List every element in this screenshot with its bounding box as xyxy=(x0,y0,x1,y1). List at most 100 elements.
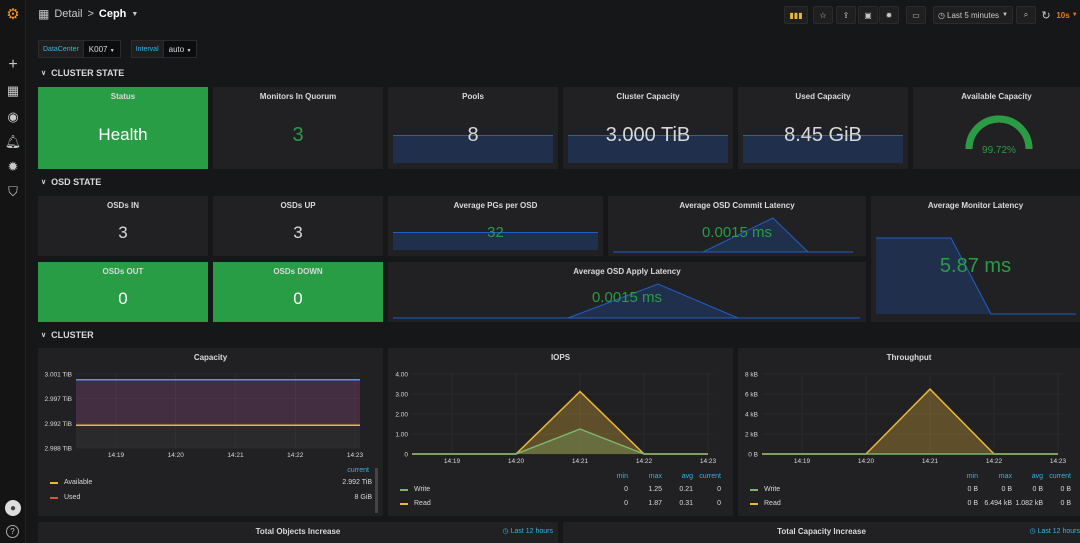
dashboards-icon[interactable]: ▦ xyxy=(6,83,20,98)
legend-column-header[interactable]: current xyxy=(1049,473,1071,480)
panel-osds-out[interactable]: OSDs OUT 0 xyxy=(38,262,208,322)
legend-scrollbar[interactable] xyxy=(375,468,378,513)
panel-title: Average Monitor Latency xyxy=(927,201,1024,210)
navbar: ▦ Detail > Ceph ▼ ▮▮▮ ☆ ⇪ ▣ ✹ ▭ ◷ Last 5… xyxy=(26,0,1080,30)
legend-current: 8 GiB xyxy=(354,494,372,501)
shield-icon[interactable]: ⛉ xyxy=(8,184,18,199)
time-picker-button[interactable]: ◷ Last 5 minutes ▼ xyxy=(933,6,1013,24)
plus-icon[interactable]: + xyxy=(8,56,18,73)
avatar[interactable]: ● xyxy=(5,500,21,516)
explore-icon[interactable]: ◉ xyxy=(7,109,19,124)
clock-icon: ◷ xyxy=(938,10,945,20)
panel-total-objects[interactable]: Total Objects Increase ◷ Last 12 hours xyxy=(38,522,558,543)
settings-button[interactable]: ✹ xyxy=(879,6,899,24)
legend-item[interactable]: Available 2.992 TiB xyxy=(50,479,372,486)
legend-column-header[interactable]: max xyxy=(998,473,1012,480)
legend-column-header[interactable]: avg xyxy=(681,473,693,480)
panel-iops-graph[interactable]: IOPS 4.00 3.00 2.00 1.00 0 14:19 14:20 14:21 14:… xyxy=(388,348,733,516)
y-tick-label: 6 kB xyxy=(745,392,758,399)
refresh-interval-label: 10s xyxy=(1056,10,1070,20)
legend-value-avg: 1.082 kB xyxy=(1015,500,1043,507)
gauge-value: 99.72% xyxy=(982,145,1016,156)
legend-item[interactable]: Write xyxy=(400,486,430,493)
legend-column-header[interactable]: min xyxy=(616,473,628,480)
legend-item[interactable]: Read xyxy=(750,500,781,507)
y-tick-label: 3.00 xyxy=(395,392,408,399)
dashboard-title[interactable]: Ceph xyxy=(98,8,127,20)
panel-title: Capacity xyxy=(193,353,228,362)
stat-value: 3 xyxy=(292,124,304,146)
legend-item[interactable]: Read xyxy=(400,500,431,507)
stat-value: Health xyxy=(98,125,148,144)
zoom-out-button[interactable]: ⌕ xyxy=(1016,6,1036,24)
panel-title: Average OSD Apply Latency xyxy=(573,267,681,276)
panel-status[interactable]: Status Health xyxy=(38,87,208,169)
refresh-button[interactable]: ↻ xyxy=(1038,6,1054,24)
legend-current: 2.992 TiB xyxy=(342,479,372,486)
x-tick-label: 14:22 xyxy=(986,458,1003,465)
time-override: ◷ Last 12 hours xyxy=(1029,528,1080,535)
chevron-down-icon[interactable]: ▼ xyxy=(131,10,139,18)
y-tick-label: 3.001 TiB xyxy=(45,372,72,379)
y-tick-label: 2.988 TiB xyxy=(45,446,72,453)
legend-value-max: 1.25 xyxy=(648,486,662,493)
legend-item[interactable]: Used 8 GiB xyxy=(50,494,372,501)
panel-apply-latency[interactable]: Average OSD Apply Latency 0.0015 ms xyxy=(388,262,866,322)
bell-icon[interactable]: 🔔︎ xyxy=(4,134,22,149)
apps-icon: ▦ xyxy=(38,7,50,21)
save-button[interactable]: ▣ xyxy=(858,6,878,24)
panel-throughput-graph[interactable]: Throughput 8 kB 6 kB 4 kB 2 kB 0 B 14:19 14:20… xyxy=(738,348,1080,516)
panel-pools[interactable]: Pools 8 xyxy=(388,87,558,169)
panel-title: Monitors In Quorum xyxy=(259,92,337,101)
panel-avg-pgs[interactable]: Average PGs per OSD 32 xyxy=(388,196,603,256)
legend-column-header[interactable]: current xyxy=(699,473,721,480)
breadcrumb-folder[interactable]: Detail xyxy=(54,8,83,20)
legend-item[interactable]: Write xyxy=(750,486,780,493)
y-tick-label: 1.00 xyxy=(395,432,408,439)
chevron-down-icon: ▼ xyxy=(1002,12,1008,18)
legend-column-header[interactable]: max xyxy=(648,473,662,480)
x-tick-label: 14:23 xyxy=(1050,458,1067,465)
throughput-chart: 8 kB 6 kB 4 kB 2 kB 0 B 14:19 14:20 14:21 14:22 1… xyxy=(745,372,1067,466)
row-cluster[interactable]: ∨ CLUSTER xyxy=(41,330,94,340)
panel-capacity-graph[interactable]: Capacity 3.001 TiB 2.997 TiB 2.992 TiB 2.98… xyxy=(38,348,383,516)
x-tick-label: 14:23 xyxy=(347,452,364,459)
legend-name: Write xyxy=(764,486,781,493)
variable-label: Interval xyxy=(130,40,164,58)
share-button[interactable]: ⇪ xyxy=(836,6,856,24)
row-cluster-state[interactable]: ∨ CLUSTER STATE xyxy=(41,68,124,78)
star-button[interactable]: ☆ xyxy=(813,6,833,24)
series-area-read xyxy=(762,389,1058,454)
tv-mode-button[interactable]: ▭ xyxy=(906,6,926,24)
x-tick-label: 14:21 xyxy=(227,452,244,459)
panel-monitors[interactable]: Monitors In Quorum 3 xyxy=(213,87,383,169)
gear-icon[interactable]: ✹ xyxy=(7,159,19,174)
panel-used-capacity[interactable]: Used Capacity 8.45 GiB xyxy=(738,87,908,169)
panel-osds-down[interactable]: OSDs DOWN 0 xyxy=(213,262,383,322)
variable-value[interactable]: K007 ▼ xyxy=(83,40,121,58)
variable-interval[interactable]: Interval auto ▼ xyxy=(130,40,198,58)
panel-title: OSDs IN xyxy=(106,201,139,210)
panel-osds-in[interactable]: OSDs IN 3 xyxy=(38,196,208,256)
panel-available-capacity[interactable]: Available Capacity 99.72% xyxy=(913,87,1080,169)
add-panel-button[interactable]: ▮▮▮ xyxy=(784,6,808,24)
legend-column-header[interactable]: min xyxy=(966,473,978,480)
panel-commit-latency[interactable]: Average OSD Commit Latency 0.0015 ms xyxy=(608,196,866,256)
panel-osds-up[interactable]: OSDs UP 3 xyxy=(213,196,383,256)
row-osd-state[interactable]: ∨ OSD STATE xyxy=(41,177,101,187)
sparkline-area xyxy=(876,238,1076,314)
variable-datacenter[interactable]: DataCenter K007 ▼ xyxy=(38,40,121,58)
refresh-interval-button[interactable]: 10s ▼ xyxy=(1054,6,1080,24)
series-area-available xyxy=(76,425,360,448)
variable-value[interactable]: auto ▼ xyxy=(163,40,198,58)
grafana-logo-icon[interactable]: ⚙ xyxy=(6,6,20,23)
panel-monitor-latency[interactable]: Average Monitor Latency 5.87 ms xyxy=(871,196,1080,322)
panel-total-capacity[interactable]: Total Capacity Increase ◷ Last 12 hours xyxy=(563,522,1080,543)
legend-column-header[interactable]: avg xyxy=(1031,473,1043,480)
help-icon[interactable]: ? xyxy=(6,525,19,538)
panel-cluster-capacity[interactable]: Cluster Capacity 3.000 TiB xyxy=(563,87,733,169)
y-tick-label: 2 kB xyxy=(745,432,758,439)
time-range-label: Last 5 minutes xyxy=(947,10,1000,20)
save-icon: ▣ xyxy=(864,10,872,20)
y-tick-label: 2.992 TiB xyxy=(45,421,72,428)
